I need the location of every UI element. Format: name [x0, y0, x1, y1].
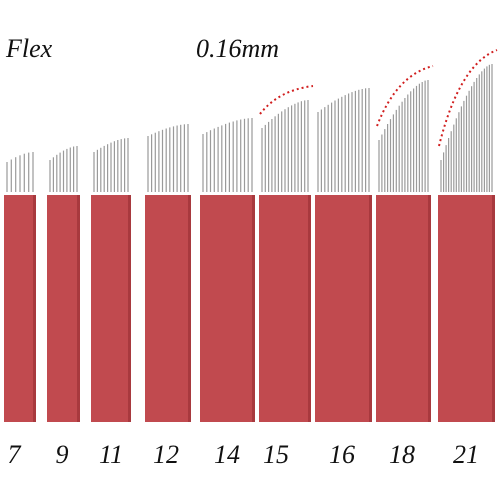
blade-label-16: 16	[329, 440, 355, 469]
blade-edge	[492, 195, 495, 422]
blade-15	[259, 85, 314, 422]
blade-9	[47, 146, 80, 422]
blade-14	[200, 118, 255, 422]
blade-12	[145, 124, 191, 422]
blade-label-15: 15	[263, 440, 289, 469]
curve-mark	[438, 49, 498, 147]
blade-7	[4, 152, 36, 422]
blade-label-7: 7	[7, 440, 21, 469]
blade-label-11: 11	[98, 440, 124, 469]
blade-body	[438, 195, 495, 422]
blade-label-21: 21	[453, 440, 479, 469]
blade-body	[315, 195, 372, 422]
blade-11	[91, 138, 131, 422]
blade-21	[438, 49, 498, 422]
blade-label-9: 9	[55, 440, 69, 469]
blade-body	[47, 195, 80, 422]
needle-size-title: 0.16mm	[196, 34, 280, 63]
blade-body	[4, 195, 36, 422]
blade-edge	[128, 195, 131, 422]
blade-edge	[308, 195, 311, 422]
blade-edge	[188, 195, 191, 422]
curve-mark	[259, 85, 314, 115]
blade-body	[91, 195, 131, 422]
blade-edge	[369, 195, 372, 422]
curve-mark	[376, 65, 434, 127]
blade-edge	[428, 195, 431, 422]
blade-edge	[33, 195, 36, 422]
blade-18	[376, 65, 434, 422]
blade-body	[259, 195, 311, 422]
blade-edge	[252, 195, 255, 422]
blade-16	[315, 88, 372, 422]
blade-body	[200, 195, 255, 422]
blade-label-12: 12	[153, 440, 179, 469]
blade-body	[145, 195, 191, 422]
blade-body	[376, 195, 431, 422]
blade-edge	[77, 195, 80, 422]
blade-label-18: 18	[389, 440, 415, 469]
blade-label-14: 14	[214, 440, 240, 469]
blade-type-title: Flex	[6, 34, 53, 63]
